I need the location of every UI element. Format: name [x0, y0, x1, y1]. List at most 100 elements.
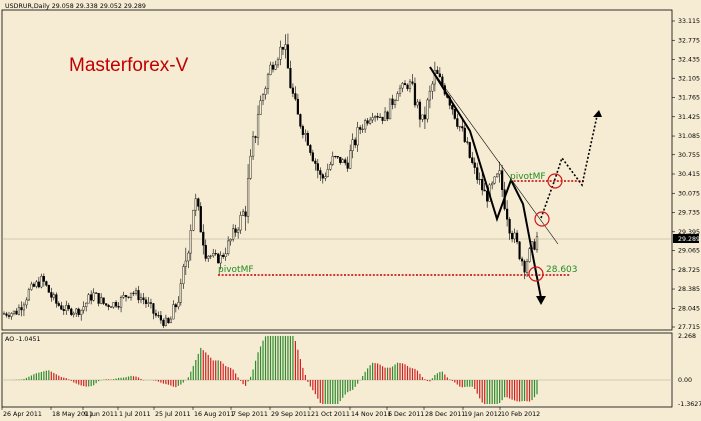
candle-body: [97, 293, 100, 304]
candle-body: [396, 93, 399, 101]
candle-body: [12, 310, 16, 314]
candle-body: [468, 142, 471, 158]
price-tick-label: 30.075: [678, 190, 700, 197]
candle-body: [209, 255, 212, 257]
candle-body: [309, 145, 312, 153]
candle-body: [483, 189, 486, 192]
candle-body: [70, 308, 73, 315]
candle-body: [207, 255, 210, 259]
price-tick-label: 31.765: [678, 95, 700, 102]
candle-body: [219, 254, 222, 264]
candle-body: [15, 310, 18, 315]
time-tick-label: 7 Sep 2011: [232, 411, 268, 418]
price-tick-label: 32.105: [678, 75, 700, 82]
candle-body: [364, 120, 367, 130]
candle-body: [453, 109, 456, 119]
candle-body: [234, 228, 237, 233]
candle-body: [391, 98, 394, 105]
price-tick-label: 31.425: [678, 114, 700, 121]
price-tick-label: 32.435: [678, 57, 700, 64]
candle-body: [294, 93, 297, 100]
up-arrow-head: [593, 110, 602, 117]
candle-body: [25, 299, 28, 306]
candle-body: [324, 176, 327, 179]
candle-body: [369, 119, 372, 124]
candle-body: [144, 299, 148, 304]
candle-body: [100, 297, 103, 304]
candle-body: [493, 176, 496, 184]
candle-body: [276, 59, 280, 66]
current-price-value: 29.289: [678, 236, 700, 243]
candle-body: [45, 281, 48, 286]
candle-body: [296, 98, 299, 115]
candle-body: [413, 83, 417, 106]
ao-tick-label: 0.00: [678, 377, 692, 384]
candle-body: [306, 133, 309, 146]
time-tick-label: 28 Dec 2011: [425, 411, 465, 418]
time-tick-label: 18 May 2011: [52, 411, 93, 418]
candle-body: [496, 173, 499, 178]
candle-body: [428, 90, 432, 101]
candle-body: [174, 304, 177, 308]
candle-body: [90, 294, 93, 301]
down-arrow-head: [536, 296, 546, 305]
candle-body: [244, 211, 247, 217]
time-tick-label: 19 Jan 2012: [464, 411, 502, 418]
wave-path: [429, 66, 542, 299]
time-tick-label: 14 Nov 2011: [351, 411, 391, 418]
symbol-header: USDRUR,Daily 29.058 29.338 29.052 29.289: [5, 3, 146, 10]
candle-body: [95, 292, 98, 294]
candle-body: [269, 64, 272, 75]
candle-body: [167, 317, 170, 324]
candle-body: [393, 100, 397, 105]
candle-body: [77, 308, 80, 315]
candle-body: [202, 231, 205, 246]
candle-body: [192, 209, 195, 231]
price-tick-label: 29.395: [678, 229, 700, 236]
candle-body: [506, 208, 509, 220]
candle-body: [179, 283, 182, 303]
candle-body: [366, 120, 369, 124]
candle-body: [22, 304, 26, 311]
time-tick-label: 1 Jul 2011: [119, 411, 151, 418]
candle-body: [194, 198, 197, 211]
candle-body: [172, 304, 175, 320]
candle-body: [533, 241, 536, 250]
candle-body: [518, 241, 521, 260]
candle-body: [214, 253, 217, 255]
candle-body: [7, 315, 11, 317]
candle-body: [182, 266, 185, 284]
candle-body: [124, 295, 128, 298]
price-tick-label: 32.775: [678, 37, 700, 44]
current-price-tag: [673, 234, 699, 243]
candle-body: [157, 315, 160, 317]
ao-tick-label: -1.3627: [678, 401, 701, 408]
candle-body: [408, 81, 412, 89]
candle-body: [72, 312, 75, 315]
candle-body: [525, 261, 529, 273]
candle-body: [147, 302, 150, 304]
candle-body: [5, 313, 8, 316]
candle-body: [535, 236, 539, 250]
candle-body: [515, 232, 519, 243]
candle-body: [271, 64, 275, 70]
candle-body: [189, 230, 192, 254]
candle-body: [109, 306, 113, 308]
candle-body: [473, 162, 476, 168]
time-tick-label: 29 Sep 2011: [271, 411, 311, 418]
candle-body: [451, 105, 454, 110]
candle-body: [55, 294, 58, 304]
candle-body: [35, 281, 38, 287]
candle-body: [406, 84, 409, 89]
candle-body: [334, 156, 337, 158]
time-tick-label: 10 Feb 2012: [501, 411, 540, 418]
pivot-label-left: pivotMF: [218, 265, 254, 275]
candle-body: [112, 302, 115, 308]
candle-body: [466, 141, 469, 143]
candle-body: [152, 303, 155, 314]
candle-body: [339, 156, 342, 163]
price-tick-label: 27.715: [678, 324, 700, 331]
time-tick-label: 21 Oct 2011: [311, 411, 350, 418]
